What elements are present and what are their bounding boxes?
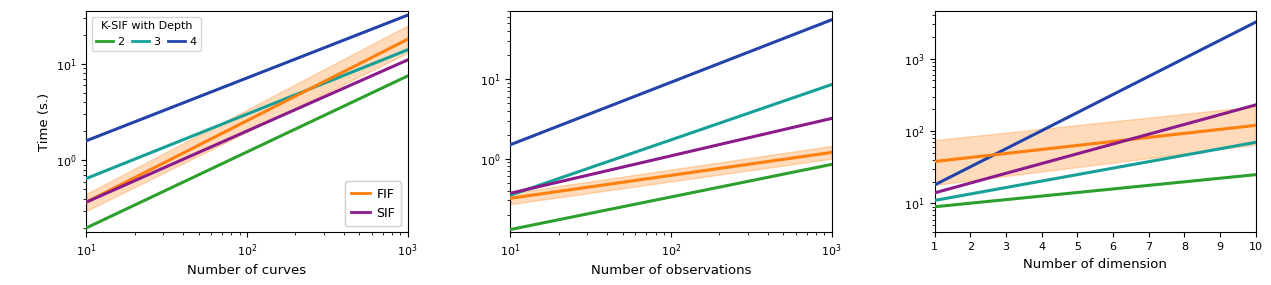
X-axis label: Number of dimension: Number of dimension bbox=[1023, 258, 1167, 270]
Legend: FIF, SIF: FIF, SIF bbox=[346, 181, 402, 226]
Y-axis label: Time (s.): Time (s.) bbox=[38, 93, 51, 151]
X-axis label: Number of observations: Number of observations bbox=[591, 264, 751, 277]
X-axis label: Number of curves: Number of curves bbox=[188, 264, 306, 277]
